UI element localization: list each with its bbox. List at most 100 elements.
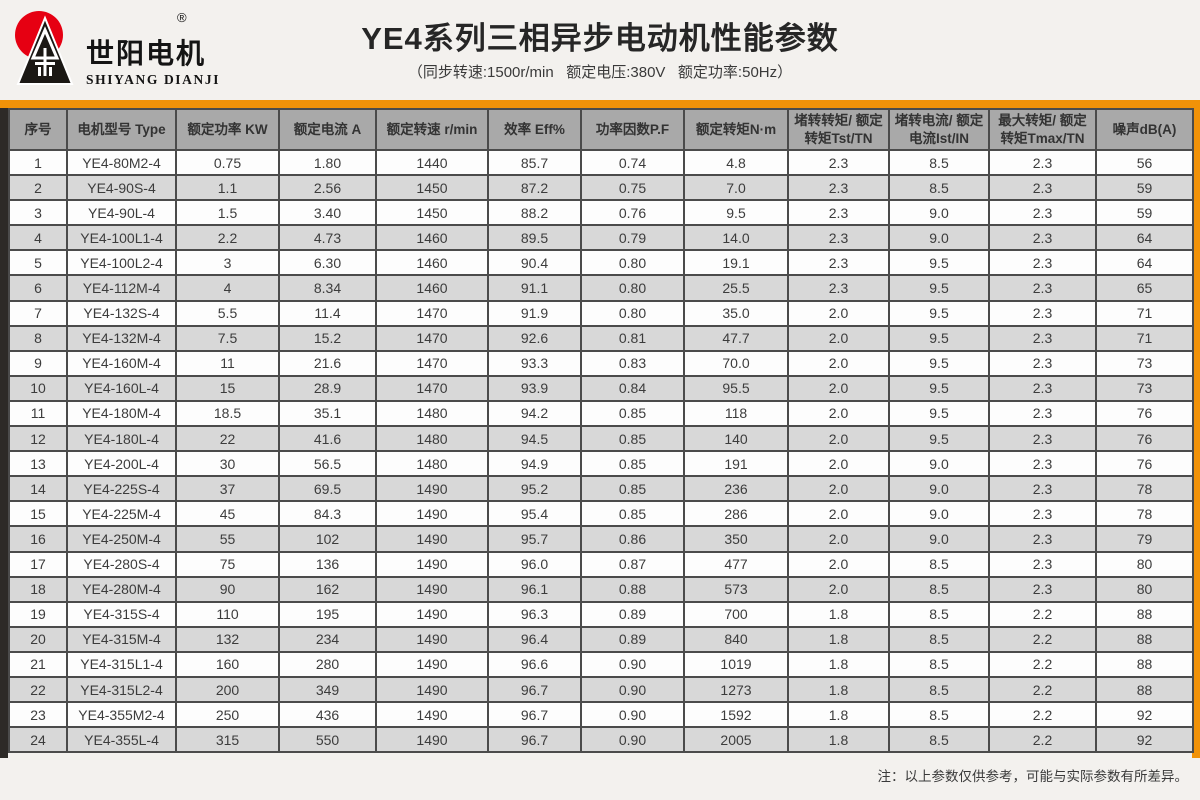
table-cell: 19.1 — [683, 249, 789, 277]
table-cell: YE4-112M-4 — [66, 274, 177, 302]
table-cell: 75 — [175, 550, 280, 578]
table-cell: 91.9 — [487, 299, 582, 327]
table-row: 3 YE4-90L-4 1.5 3.40 1450 88.2 0.76 9.5 2.3 9.0 2.… — [8, 199, 1194, 227]
table-cell: 0.75 — [175, 148, 280, 177]
table-cell: 2.3 — [988, 349, 1097, 377]
table-cell: 8.5 — [888, 675, 990, 704]
table-cell: 9.0 — [888, 500, 990, 528]
table-row: 2 YE4-90S-4 1.1 2.56 1450 87.2 0.75 7.0 2.3 8.5 2.… — [8, 174, 1194, 202]
table-cell: 8.5 — [888, 726, 990, 754]
table-cell: 236 — [683, 475, 789, 503]
table-cell: 0.80 — [580, 299, 685, 327]
table-cell: 96.6 — [487, 650, 582, 678]
table-cell: 93.9 — [487, 374, 582, 402]
table-row: 15 YE4-225M-4 45 84.3 1490 95.4 0.85 286 2.0 9.0 2… — [8, 500, 1194, 528]
accent-right-strip — [1192, 108, 1200, 758]
footer-note: 注：以上参数仅供参考，可能与实际参数有所差异。 — [877, 769, 1189, 784]
table-cell: 1450 — [375, 174, 489, 202]
table-cell: 21 — [8, 650, 68, 678]
table-cell: YE4-315M-4 — [66, 625, 177, 653]
table-cell: 200 — [175, 675, 280, 704]
table-cell: 234 — [278, 625, 377, 653]
table-cell: 96.1 — [487, 575, 582, 603]
table-cell: 2.2 — [175, 224, 280, 252]
table-cell: 9.5 — [888, 299, 990, 327]
table-row: 13 YE4-200L-4 30 56.5 1480 94.9 0.85 191 2.0 9.0 2… — [8, 450, 1194, 478]
table-cell: 4 — [8, 224, 68, 252]
table-cell: 2.0 — [787, 399, 890, 428]
table-cell: 110 — [175, 600, 280, 628]
table-cell: YE4-100L1-4 — [66, 224, 177, 252]
table-cell: 2.56 — [278, 174, 377, 202]
table-cell: 280 — [278, 650, 377, 678]
table-cell: 2.3 — [988, 550, 1097, 578]
column-header: 额定转速 r/min — [375, 108, 489, 151]
table-header-row: 序号 电机型号 Type 额定功率 KW 额定电流 A 额定转速 r/min 效率 Eff… — [8, 108, 1194, 151]
table-cell: YE4-315L2-4 — [66, 675, 177, 704]
table-cell: 71 — [1095, 324, 1194, 352]
table-cell: 80 — [1095, 550, 1194, 578]
table-cell: 8.5 — [888, 148, 990, 177]
table-cell: 2.2 — [988, 726, 1097, 754]
table-cell: 21.6 — [278, 349, 377, 377]
table-cell: 90.4 — [487, 249, 582, 277]
table-cell: 1.8 — [787, 701, 890, 729]
table-cell: 132 — [175, 625, 280, 653]
table-cell: 1.8 — [787, 675, 890, 704]
table-cell: YE4-180M-4 — [66, 399, 177, 428]
table-cell: 1273 — [683, 675, 789, 704]
table-row: 7 YE4-132S-4 5.5 11.4 1470 91.9 0.80 35.0 2.0 9.5… — [8, 299, 1194, 327]
table-cell: 2.2 — [988, 675, 1097, 704]
table-cell: 1 — [8, 148, 68, 177]
table-header: 序号 电机型号 Type 额定功率 KW 额定电流 A 额定转速 r/min 效率 Eff… — [8, 108, 1194, 151]
table-cell: YE4-160M-4 — [66, 349, 177, 377]
table-cell: 9.5 — [683, 199, 789, 227]
column-header: 堵转电流/ 额定电流Ist/IN — [888, 108, 990, 151]
table-cell: 840 — [683, 625, 789, 653]
table-cell: 87.2 — [487, 174, 582, 202]
table-cell: 8.34 — [278, 274, 377, 302]
registered-trademark-icon: ® — [177, 10, 187, 25]
table-cell: 350 — [683, 525, 789, 553]
table-cell: 9.5 — [888, 324, 990, 352]
table-cell: 2.3 — [988, 299, 1097, 327]
table-cell: 15 — [8, 500, 68, 528]
table-cell: 2.2 — [988, 650, 1097, 678]
table-cell: 23 — [8, 701, 68, 729]
table-cell: 2 — [8, 174, 68, 202]
table-cell: 250 — [175, 701, 280, 729]
table-cell: 22 — [8, 675, 68, 704]
table-cell: 7.0 — [683, 174, 789, 202]
table-cell: 95.2 — [487, 475, 582, 503]
table-cell: 1490 — [375, 726, 489, 754]
table-cell: 92.6 — [487, 324, 582, 352]
table-cell: YE4-225M-4 — [66, 500, 177, 528]
table-cell: 9.0 — [888, 525, 990, 553]
table-cell: 2.3 — [787, 199, 890, 227]
table-cell: 9.5 — [888, 249, 990, 277]
table-cell: 1460 — [375, 249, 489, 277]
table-cell: 550 — [278, 726, 377, 754]
table-row: 6 YE4-112M-4 4 8.34 1460 91.1 0.80 25.5 2.3 9.5 2.… — [8, 274, 1194, 302]
table-cell: 2.3 — [988, 324, 1097, 352]
table-cell: 96.0 — [487, 550, 582, 578]
table-row: 20 YE4-315M-4 132 234 1490 96.4 0.89 840 1.8 8.5 2… — [8, 625, 1194, 653]
table-cell: 0.76 — [580, 199, 685, 227]
company-logo: 世阳电机 SHIYANG DIANJI ® — [14, 6, 220, 90]
table-cell: YE4-225S-4 — [66, 475, 177, 503]
table-cell: 5 — [8, 249, 68, 277]
column-header: 序号 — [8, 108, 68, 151]
table-cell: 2.3 — [787, 148, 890, 177]
table-cell: 96.4 — [487, 625, 582, 653]
table-row: 9 YE4-160M-4 11 21.6 1470 93.3 0.83 70.0 2.0 9.5 2… — [8, 349, 1194, 377]
table-cell: 9.5 — [888, 274, 990, 302]
table-cell: 93.3 — [487, 349, 582, 377]
table-row: 18 YE4-280M-4 90 162 1490 96.1 0.88 573 2.0 8.5 2.… — [8, 575, 1194, 603]
table-cell: 8.5 — [888, 174, 990, 202]
table-cell: 10 — [8, 374, 68, 402]
column-header: 堵转转矩/ 额定转矩Tst/TN — [787, 108, 890, 151]
table-cell: 0.90 — [580, 701, 685, 729]
brand-name-cn: 世阳电机 — [86, 38, 207, 69]
table-cell: 9.5 — [888, 399, 990, 428]
table-cell: 18.5 — [175, 399, 280, 428]
